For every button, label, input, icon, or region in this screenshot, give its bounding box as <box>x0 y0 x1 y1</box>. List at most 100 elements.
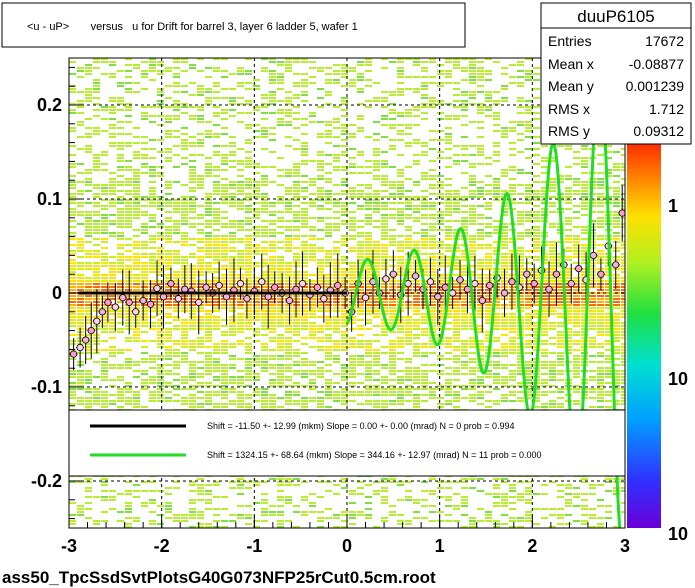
heatmap-cell <box>221 376 228 378</box>
heatmap-cell <box>397 139 404 141</box>
heatmap-cell <box>373 82 380 84</box>
heatmap-cell <box>389 244 396 246</box>
heatmap-cell <box>501 334 508 336</box>
heatmap-cell <box>437 511 444 513</box>
heatmap-cell <box>341 154 348 156</box>
heatmap-cell <box>245 181 252 183</box>
heatmap-cell <box>229 322 236 324</box>
heatmap-cell <box>157 175 164 177</box>
heatmap-cell <box>421 232 428 234</box>
heatmap-cell <box>421 217 428 219</box>
heatmap-cell <box>269 268 276 270</box>
heatmap-cell <box>109 202 116 204</box>
heatmap-cell <box>109 346 116 348</box>
heatmap-cell <box>349 319 356 321</box>
heatmap-cell <box>301 277 308 279</box>
heatmap-cell <box>517 217 524 219</box>
heatmap-cell <box>461 388 468 390</box>
heatmap-cell <box>493 190 500 192</box>
heatmap-cell <box>293 166 300 168</box>
heatmap-cell <box>269 232 276 234</box>
heatmap-cell <box>141 88 148 90</box>
heatmap-cell <box>85 502 92 504</box>
heatmap-cell <box>397 154 404 156</box>
heatmap-cell <box>117 208 124 210</box>
heatmap-cell <box>293 235 300 237</box>
heatmap-cell <box>261 322 268 324</box>
heatmap-cell <box>157 196 164 198</box>
heatmap-cell <box>157 61 164 63</box>
heatmap-cell <box>229 520 236 522</box>
heatmap-cell <box>277 232 284 234</box>
heatmap-cell <box>437 370 444 372</box>
heatmap-cell <box>349 391 356 393</box>
heatmap-cell <box>485 322 492 324</box>
heatmap-cell <box>189 256 196 258</box>
heatmap-cell <box>445 382 452 384</box>
heatmap-cell <box>421 517 428 519</box>
heatmap-cell <box>437 388 444 390</box>
heatmap-cell <box>469 487 476 489</box>
heatmap-cell <box>117 97 124 99</box>
heatmap-cell <box>205 169 212 171</box>
heatmap-cell <box>341 346 348 348</box>
heatmap-cell <box>509 292 516 294</box>
heatmap-cell <box>413 289 420 291</box>
heatmap-cell <box>365 379 372 381</box>
heatmap-cell <box>445 136 452 138</box>
heatmap-cell <box>525 196 532 198</box>
heatmap-cell <box>341 127 348 129</box>
heatmap-cell <box>493 493 500 495</box>
heatmap-cell <box>477 121 484 123</box>
heatmap-cell <box>261 196 268 198</box>
heatmap-cell <box>493 91 500 93</box>
heatmap-cell <box>317 106 324 108</box>
heatmap-cell <box>149 241 156 243</box>
heatmap-cell <box>509 154 516 156</box>
heatmap-cell <box>317 274 324 276</box>
heatmap-cell <box>221 157 228 159</box>
heatmap-cell <box>213 316 220 318</box>
heatmap-cell <box>477 247 484 249</box>
heatmap-cell <box>221 241 228 243</box>
heatmap-cell <box>93 202 100 204</box>
heatmap-cell <box>109 181 116 183</box>
heatmap-cell <box>525 73 532 75</box>
heatmap-cell <box>277 478 284 480</box>
heatmap-cell <box>117 394 124 396</box>
heatmap-cell <box>277 322 284 324</box>
heatmap-cell <box>373 295 380 297</box>
heatmap-cell <box>125 502 132 504</box>
heatmap-cell <box>469 361 476 363</box>
heatmap-cell <box>413 352 420 354</box>
heatmap-cell <box>525 157 532 159</box>
heatmap-cell <box>365 262 372 264</box>
heatmap-cell <box>413 115 420 117</box>
heatmap-cell <box>229 97 236 99</box>
heatmap-cell <box>309 199 316 201</box>
heatmap-cell <box>133 202 140 204</box>
heatmap-cell <box>77 508 84 510</box>
heatmap-cell <box>509 340 516 342</box>
heatmap-cell <box>501 319 508 321</box>
heatmap-cell <box>309 115 316 117</box>
heatmap-cell <box>525 217 532 219</box>
heatmap-cell <box>285 295 292 297</box>
heatmap-cell <box>485 205 492 207</box>
heatmap-cell <box>189 136 196 138</box>
heatmap-cell <box>445 310 452 312</box>
heatmap-cell <box>109 325 116 327</box>
heatmap-cell <box>461 106 468 108</box>
heatmap-cell <box>493 298 500 300</box>
heatmap-cell <box>85 178 92 180</box>
heatmap-cell <box>213 229 220 231</box>
heatmap-cell <box>405 376 412 378</box>
heatmap-cell <box>397 499 404 501</box>
heatmap-cell <box>133 406 140 408</box>
heatmap-cell <box>269 220 276 222</box>
heatmap-cell <box>269 100 276 102</box>
heatmap-cell <box>109 142 116 144</box>
heatmap-cell <box>317 193 324 195</box>
heatmap-cell <box>501 136 508 138</box>
heatmap-cell <box>493 130 500 132</box>
